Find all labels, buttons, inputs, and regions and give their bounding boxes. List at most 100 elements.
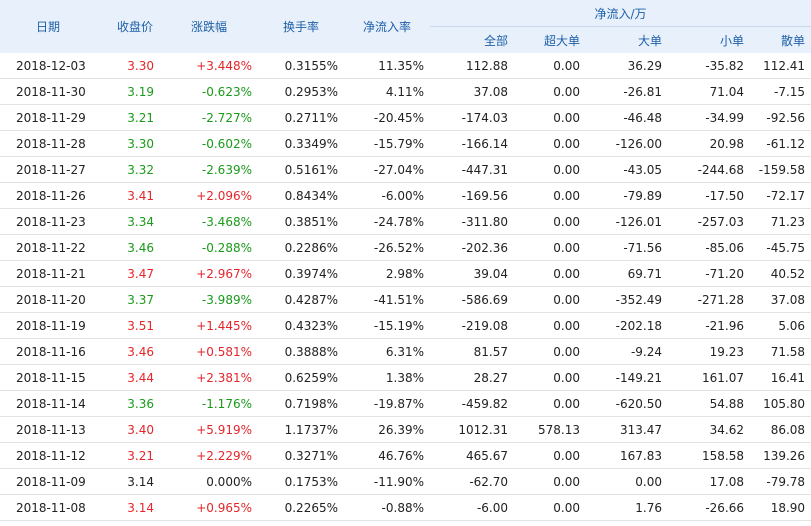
- cell-date: 2018-11-21: [0, 260, 88, 287]
- col-header-close[interactable]: 收盘价: [110, 0, 160, 53]
- table-row: 2018-11-20 3.37 -3.989% 0.4287% -41.51% -586.…: [0, 286, 811, 313]
- cell-spacer: [88, 208, 110, 235]
- sort-button[interactable]: 🡇: [88, 0, 110, 53]
- cell-change: +0.581%: [160, 338, 258, 365]
- cell-date: 2018-12-03: [0, 53, 88, 79]
- cell-all: -202.36: [430, 234, 514, 261]
- col-header-all[interactable]: 全部: [430, 26, 514, 53]
- col-header-change[interactable]: 涨跌幅: [160, 0, 258, 53]
- cell-close: 3.46: [110, 234, 160, 261]
- col-header-turnover[interactable]: 换手率: [258, 0, 344, 53]
- cell-change: -2.639%: [160, 156, 258, 183]
- cell-close: 3.46: [110, 338, 160, 365]
- cell-date: 2018-11-14: [0, 390, 88, 417]
- cell-retail: -92.56: [750, 104, 811, 131]
- cell-net-rate: 4.11%: [344, 78, 430, 105]
- col-header-date[interactable]: 日期: [0, 0, 88, 53]
- table-row: 2018-12-03 3.30 +3.448% 0.3155% 11.35% 112.88…: [0, 53, 811, 79]
- cell-large: -9.24: [586, 338, 668, 365]
- cell-date: 2018-11-15: [0, 364, 88, 391]
- col-header-net-rate[interactable]: 净流入率: [344, 0, 430, 53]
- cell-retail: 40.52: [750, 260, 811, 287]
- cell-all: -311.80: [430, 208, 514, 235]
- cell-turnover: 0.3155%: [258, 53, 344, 79]
- cell-date: 2018-11-23: [0, 208, 88, 235]
- cell-close: 3.44: [110, 364, 160, 391]
- cell-small: -71.20: [668, 260, 750, 287]
- cell-turnover: 0.3974%: [258, 260, 344, 287]
- cell-net-rate: 11.35%: [344, 53, 430, 79]
- cell-retail: 5.06: [750, 312, 811, 339]
- col-group-net-flow: 净流入/万: [430, 0, 811, 27]
- table-row: 2018-11-26 3.41 +2.096% 0.8434% -6.00% -169.5…: [0, 182, 811, 209]
- cell-all: -586.69: [430, 286, 514, 313]
- cell-all: -447.31: [430, 156, 514, 183]
- cell-close: 3.21: [110, 104, 160, 131]
- col-header-small[interactable]: 小单: [668, 26, 750, 53]
- col-header-super-large[interactable]: 超大单: [514, 26, 586, 53]
- cell-spacer: [88, 442, 110, 469]
- cell-retail: -61.12: [750, 130, 811, 157]
- cell-large: -79.89: [586, 182, 668, 209]
- col-header-retail[interactable]: 散单: [750, 26, 811, 53]
- cell-date: 2018-11-29: [0, 104, 88, 131]
- cell-net-rate: -11.90%: [344, 468, 430, 495]
- cell-spacer: [88, 416, 110, 443]
- cell-close: 3.37: [110, 286, 160, 313]
- table-row: 2018-11-15 3.44 +2.381% 0.6259% 1.38% 28.27 0.…: [0, 364, 811, 391]
- cell-small: 19.23: [668, 338, 750, 365]
- header-row-secondary: 全部 超大单 大单 小单 散单: [0, 26, 811, 53]
- cell-small: -257.03: [668, 208, 750, 235]
- cell-retail: -45.75: [750, 234, 811, 261]
- cell-small: 20.98: [668, 130, 750, 157]
- cell-change: +2.967%: [160, 260, 258, 287]
- cell-small: 34.62: [668, 416, 750, 443]
- cell-retail: 18.90: [750, 494, 811, 521]
- cell-change: -1.176%: [160, 390, 258, 417]
- header-row-primary: 日期 🡇 收盘价 涨跌幅 换手率 净流入率 净流入/万: [0, 0, 811, 53]
- table-row: 2018-11-23 3.34 -3.468% 0.3851% -24.78% -311.…: [0, 208, 811, 235]
- col-header-large[interactable]: 大单: [586, 26, 668, 53]
- cell-close: 3.14: [110, 494, 160, 521]
- table-row: 2018-11-27 3.32 -2.639% 0.5161% -27.04% -447.…: [0, 156, 811, 183]
- cell-spacer: [88, 234, 110, 261]
- cell-close: 3.47: [110, 260, 160, 287]
- cell-large: 69.71: [586, 260, 668, 287]
- cell-date: 2018-11-16: [0, 338, 88, 365]
- cell-super-large: 0.00: [514, 364, 586, 391]
- cell-small: 17.08: [668, 468, 750, 495]
- cell-net-rate: 2.98%: [344, 260, 430, 287]
- cell-small: -26.66: [668, 494, 750, 521]
- table-body: 2018-12-03 3.30 +3.448% 0.3155% 11.35% 112.88…: [0, 53, 811, 521]
- cell-retail: 139.26: [750, 442, 811, 469]
- cell-turnover: 0.5161%: [258, 156, 344, 183]
- cell-turnover: 0.1753%: [258, 468, 344, 495]
- cell-all: -459.82: [430, 390, 514, 417]
- cell-large: -46.48: [586, 104, 668, 131]
- cell-retail: -79.78: [750, 468, 811, 495]
- cell-large: -149.21: [586, 364, 668, 391]
- cell-turnover: 0.4323%: [258, 312, 344, 339]
- table-row: 2018-11-21 3.47 +2.967% 0.3974% 2.98% 39.04 0.…: [0, 260, 811, 287]
- cell-large: 1.76: [586, 494, 668, 521]
- cell-spacer: [88, 338, 110, 365]
- cell-all: -169.56: [430, 182, 514, 209]
- cell-change: -0.602%: [160, 130, 258, 157]
- cell-super-large: 0.00: [514, 130, 586, 157]
- cell-super-large: 0.00: [514, 286, 586, 313]
- cell-close: 3.51: [110, 312, 160, 339]
- cell-date: 2018-11-26: [0, 182, 88, 209]
- cell-change: +0.965%: [160, 494, 258, 521]
- cell-close: 3.30: [110, 130, 160, 157]
- cell-turnover: 0.4287%: [258, 286, 344, 313]
- cell-spacer: [88, 182, 110, 209]
- cell-date: 2018-11-28: [0, 130, 88, 157]
- cell-small: 158.58: [668, 442, 750, 469]
- cell-all: -174.03: [430, 104, 514, 131]
- cell-spacer: [88, 260, 110, 287]
- cell-retail: -7.15: [750, 78, 811, 105]
- cell-turnover: 0.3271%: [258, 442, 344, 469]
- cell-super-large: 0.00: [514, 442, 586, 469]
- cell-net-rate: 6.31%: [344, 338, 430, 365]
